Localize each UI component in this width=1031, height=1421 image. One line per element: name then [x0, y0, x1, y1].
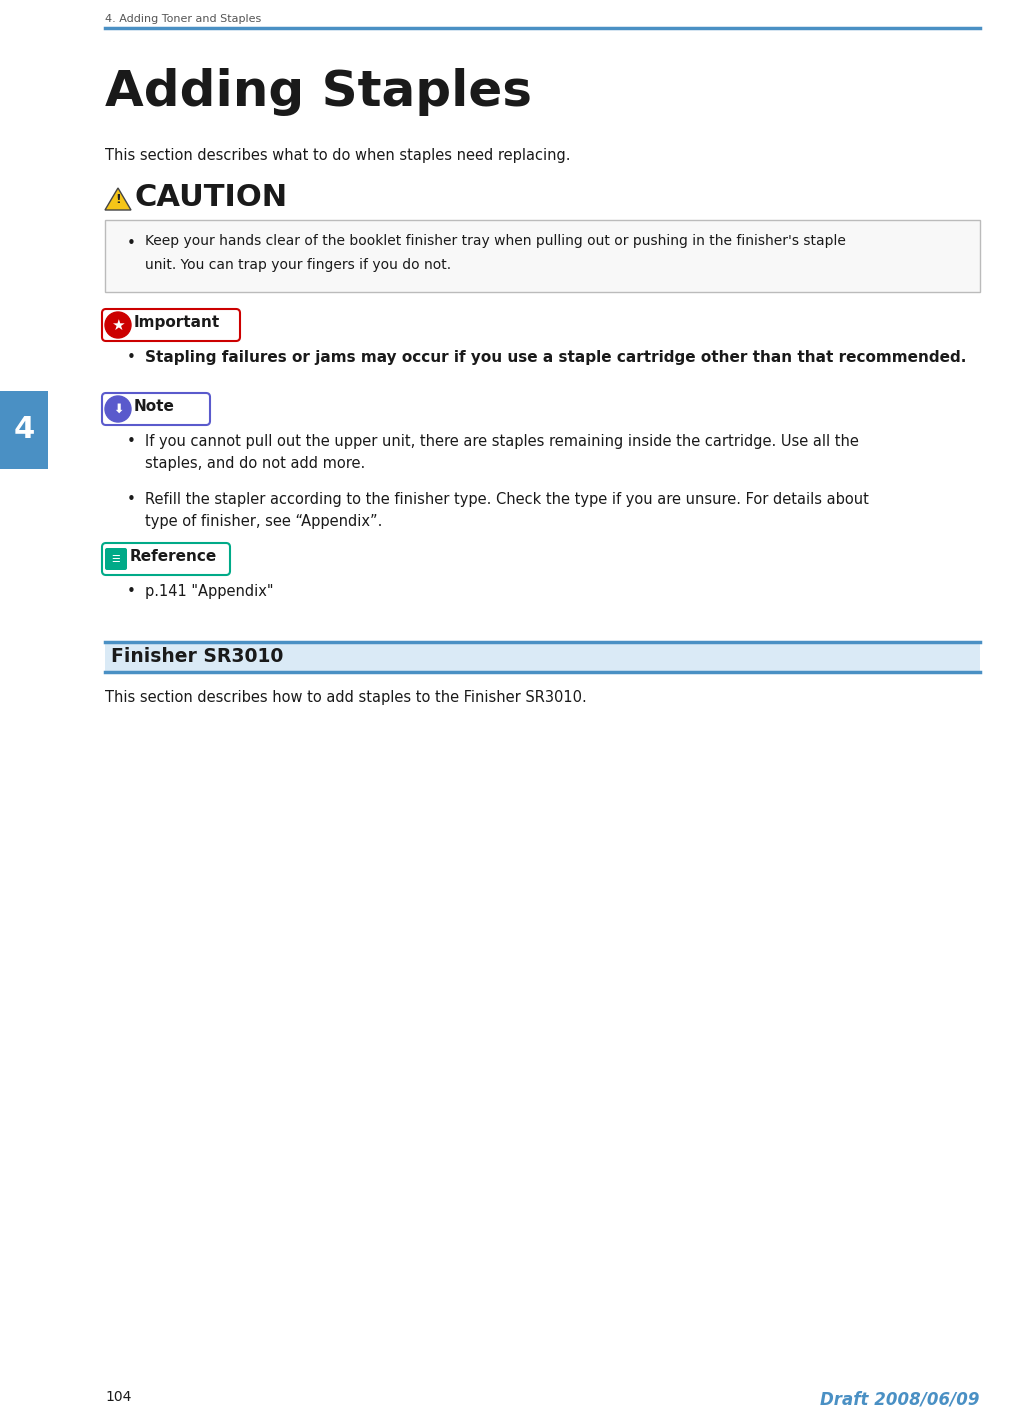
Text: Adding Staples: Adding Staples: [105, 68, 532, 117]
Text: •: •: [127, 492, 136, 507]
Text: unit. You can trap your fingers if you do not.: unit. You can trap your fingers if you d…: [145, 259, 452, 271]
Text: 4. Adding Toner and Staples: 4. Adding Toner and Staples: [105, 14, 261, 24]
Circle shape: [105, 396, 131, 422]
Text: 4: 4: [13, 415, 35, 445]
Text: Finisher SR3010: Finisher SR3010: [111, 647, 284, 666]
Text: This section describes what to do when staples need replacing.: This section describes what to do when s…: [105, 148, 570, 163]
Text: p.141 "Appendix": p.141 "Appendix": [145, 584, 273, 600]
FancyBboxPatch shape: [105, 220, 980, 291]
Text: Draft 2008/06/09: Draft 2008/06/09: [821, 1390, 980, 1408]
Text: •: •: [127, 236, 136, 252]
Text: ★: ★: [111, 317, 125, 333]
Circle shape: [105, 313, 131, 338]
Text: !: !: [115, 193, 121, 206]
FancyBboxPatch shape: [0, 391, 48, 469]
Text: Important: Important: [134, 315, 221, 330]
Polygon shape: [105, 188, 131, 210]
Text: ☰: ☰: [111, 554, 121, 564]
Text: type of finisher, see “Appendix”.: type of finisher, see “Appendix”.: [145, 514, 383, 529]
Text: Refill the stapler according to the finisher type. Check the type if you are uns: Refill the stapler according to the fini…: [145, 492, 869, 507]
Text: •: •: [127, 584, 136, 600]
FancyBboxPatch shape: [105, 549, 127, 570]
Text: •: •: [127, 350, 136, 365]
Text: Note: Note: [134, 399, 175, 414]
Text: Reference: Reference: [130, 549, 218, 564]
FancyBboxPatch shape: [102, 543, 230, 576]
Text: •: •: [127, 433, 136, 449]
Text: Stapling failures or jams may occur if you use a staple cartridge other than tha: Stapling failures or jams may occur if y…: [145, 350, 966, 365]
Text: This section describes how to add staples to the Finisher SR3010.: This section describes how to add staple…: [105, 691, 587, 705]
Text: staples, and do not add more.: staples, and do not add more.: [145, 456, 365, 470]
FancyBboxPatch shape: [102, 308, 240, 341]
Text: ⬇: ⬇: [112, 402, 124, 415]
Text: Keep your hands clear of the booklet finisher tray when pulling out or pushing i: Keep your hands clear of the booklet fin…: [145, 234, 845, 249]
FancyBboxPatch shape: [105, 642, 980, 672]
FancyBboxPatch shape: [102, 394, 210, 425]
Text: 104: 104: [105, 1390, 131, 1404]
Text: If you cannot pull out the upper unit, there are staples remaining inside the ca: If you cannot pull out the upper unit, t…: [145, 433, 859, 449]
Text: CAUTION: CAUTION: [135, 183, 288, 212]
